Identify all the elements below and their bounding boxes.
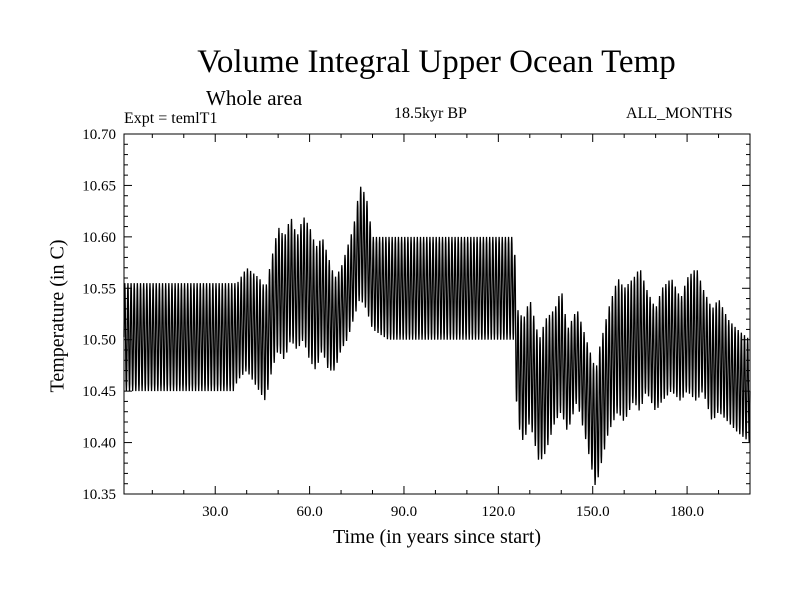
y-tick-label: 10.70 bbox=[82, 127, 116, 143]
y-tick-label: 10.45 bbox=[82, 384, 116, 400]
x-tick-label: 180.0 bbox=[670, 504, 704, 520]
y-tick-label: 10.50 bbox=[82, 333, 116, 349]
period-label: 18.5kyr BP bbox=[394, 105, 467, 122]
months-label: ALL_MONTHS bbox=[626, 105, 733, 122]
temperature-series-line bbox=[123, 186, 751, 486]
y-tick-label: 10.65 bbox=[82, 178, 116, 194]
x-tick-label: 150.0 bbox=[576, 504, 610, 520]
x-tick-label: 30.0 bbox=[202, 504, 228, 520]
y-axis-ticks: 10.35 10.40 10.45 10.50 10.55 10.60 10.65 10.70 bbox=[82, 127, 750, 503]
x-axis-label: Time (in years since start) bbox=[332, 526, 542, 548]
y-tick-label: 10.60 bbox=[82, 230, 116, 246]
chart-title: Volume Integral Upper Ocean Temp bbox=[197, 44, 676, 80]
x-axis-ticks: 30.0 60.0 90.0 120.0 150.0 180.0 bbox=[151, 134, 751, 520]
x-tick-label: 120.0 bbox=[481, 504, 515, 520]
series-temperature bbox=[123, 186, 751, 486]
y-tick-label: 10.55 bbox=[82, 281, 116, 297]
x-tick-label: 90.0 bbox=[391, 504, 417, 520]
y-tick-label: 10.35 bbox=[82, 487, 116, 503]
chart-subtitle: Whole area bbox=[206, 86, 303, 110]
x-tick-label: 60.0 bbox=[296, 504, 322, 520]
y-tick-label: 10.40 bbox=[82, 436, 116, 452]
experiment-label: Expt = temlT1 bbox=[124, 110, 218, 127]
